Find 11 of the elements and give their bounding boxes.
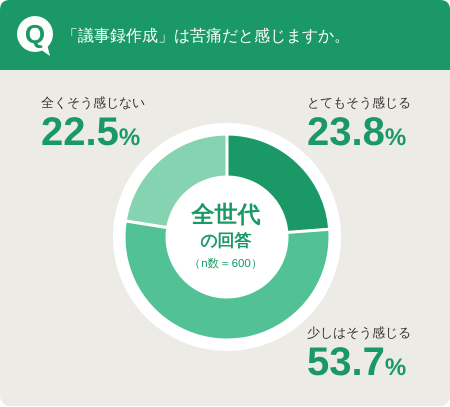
data-label: 23.8% [307, 110, 406, 154]
slice-label: とてもそう感じる [307, 95, 411, 110]
chart-title: 「議事録作成」は苦痛だと感じますか。 [62, 27, 350, 45]
data-label: 22.5% [41, 110, 140, 154]
text: の回答 [200, 231, 252, 250]
text: 全世代 [190, 201, 260, 227]
data-label: 53.7% [307, 340, 406, 384]
text: Q [24, 19, 46, 49]
text: （n数＝600） [189, 257, 263, 270]
slice-label: 全くそう感じない [41, 95, 145, 110]
slice-label: 少しはそう感じる [307, 325, 411, 340]
